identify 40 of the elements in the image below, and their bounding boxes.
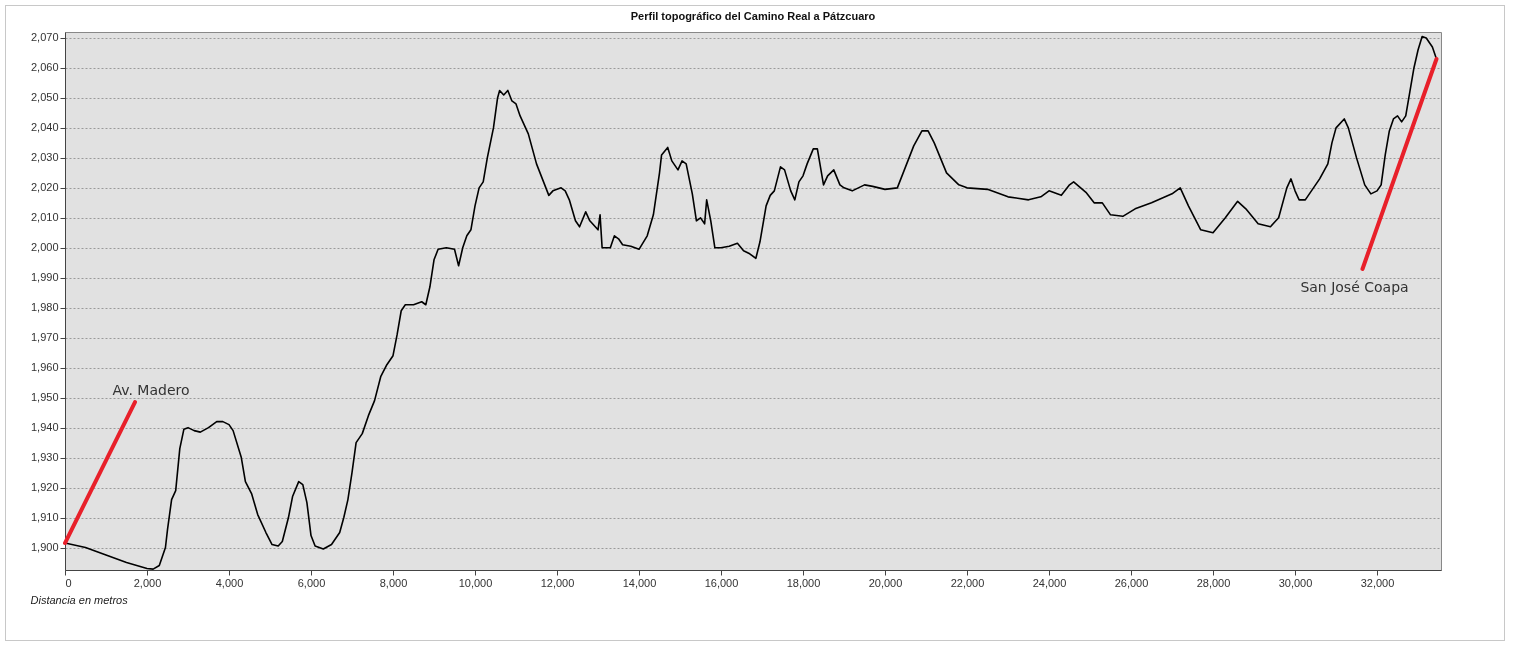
y-tick-label: 1,910	[30, 511, 59, 524]
y-tick-label: 2,000	[30, 241, 59, 254]
line-series	[65, 35, 1438, 570]
x-tick-label: 4,000	[215, 576, 244, 589]
x-tick-label: 26,000	[1114, 576, 1149, 589]
x-tick-label: 10,000	[458, 576, 493, 589]
x-tick-label: 2,000	[133, 576, 162, 589]
y-tick-label: 1,920	[30, 481, 59, 494]
y-tick-label: 1,900	[30, 541, 59, 554]
y-tick-label: 2,050	[30, 91, 59, 104]
x-axis-title: Distancia en metros	[30, 593, 129, 606]
y-tick-label: 2,030	[30, 151, 59, 164]
y-tick-label: 2,040	[30, 121, 59, 134]
x-tick-label: 24,000	[1032, 576, 1067, 589]
x-tick-label: 18,000	[786, 576, 821, 589]
x-tick-label: 6,000	[297, 576, 326, 589]
y-tick-label: 2,010	[30, 211, 59, 224]
x-tick-label: 16,000	[704, 576, 739, 589]
x-tick-label: 20,000	[868, 576, 903, 589]
chart-title: Perfil topográfico del Camino Real a Pátzcuaro	[630, 9, 876, 22]
annotation: Av. Madero	[112, 382, 190, 399]
annotation: San José Coapa	[1300, 278, 1409, 295]
y-tick-label: 1,970	[30, 331, 59, 344]
x-tick-label: 14,000	[622, 576, 657, 589]
x-tick-label: 12,000	[540, 576, 575, 589]
y-tick-label: 1,930	[30, 451, 59, 464]
x-tick-label: 22,000	[950, 576, 985, 589]
y-tick-label: 2,070	[30, 31, 59, 44]
y-tick-label: 2,060	[30, 61, 59, 74]
x-tick-label: 32,000	[1360, 576, 1395, 589]
y-tick-label: 1,960	[30, 361, 59, 374]
y-tick-label: 2,020	[30, 181, 59, 194]
x-tick-label: 28,000	[1196, 576, 1231, 589]
x-tick-label: 30,000	[1278, 576, 1313, 589]
x-tick-label: 0	[65, 576, 72, 589]
y-tick-label: 1,940	[30, 421, 59, 434]
x-tick-label: 8,000	[379, 576, 408, 589]
y-tick-label: 1,990	[30, 271, 59, 284]
y-tick-label: 1,950	[30, 391, 59, 404]
y-tick-label: 1,980	[30, 301, 59, 314]
